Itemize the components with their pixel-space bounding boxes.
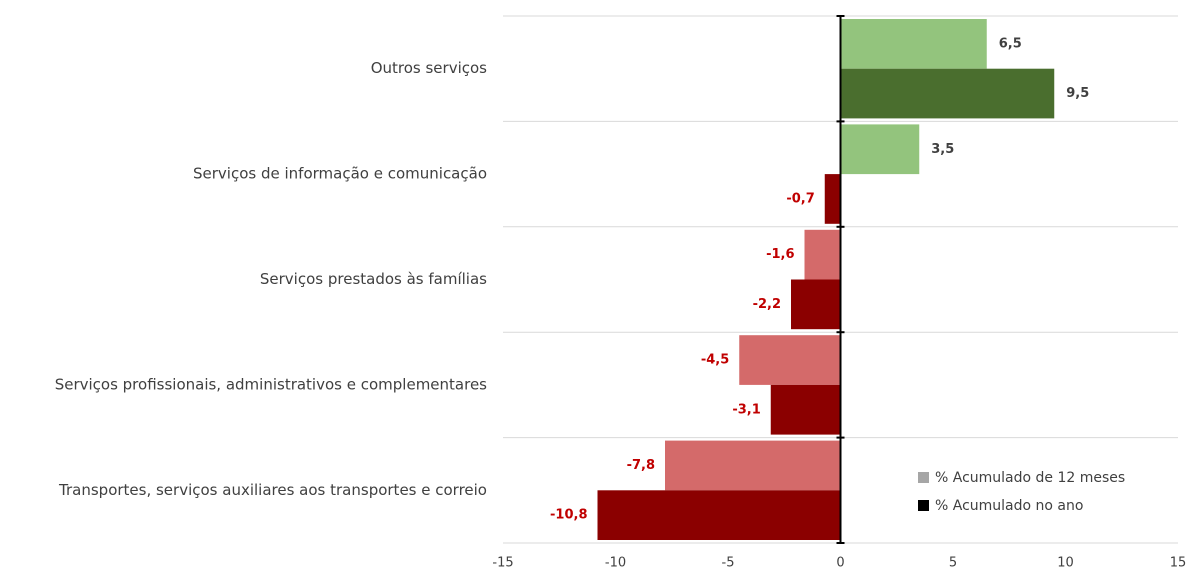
bar [770,384,841,435]
category-label: Transportes, serviços auxiliares aos tra… [58,481,487,499]
category-label: Outros serviços [371,59,487,77]
value-label: -10,8 [550,508,587,523]
value-label: 9,5 [1066,86,1089,101]
x-tick-label: 0 [836,556,844,571]
x-tick-label: 15 [1170,556,1187,571]
bar [791,279,841,330]
value-label: -4,5 [701,353,729,368]
value-label: 3,5 [931,142,954,157]
category-label: Serviços prestados às famílias [260,270,487,288]
legend-label: % Acumulado no ano [935,498,1083,514]
bar [739,335,841,385]
value-label: -2,2 [753,297,781,312]
x-tick-label: -10 [605,556,626,571]
x-tick-label: 5 [949,556,957,571]
bar [840,124,920,175]
bar [804,229,841,280]
x-tick-label: -5 [722,556,735,571]
bar [665,440,841,491]
value-label: -7,8 [627,458,655,473]
x-tick-label: 10 [1057,556,1074,571]
category-label: Serviços profissionais, administrativos … [55,375,487,393]
value-label: 6,5 [999,36,1022,51]
legend-swatch [918,500,929,511]
legend-label: % Acumulado de 12 meses [935,470,1125,486]
bar [597,490,841,540]
bar [824,174,841,224]
legend-swatch [918,472,929,483]
category-label: Serviços de informação e comunicação [193,165,487,183]
value-label: -3,1 [732,402,760,417]
value-label: -0,7 [786,191,814,206]
bar [840,19,987,69]
value-label: -1,6 [766,247,794,262]
x-tick-label: -15 [492,556,513,571]
bar [840,68,1055,119]
